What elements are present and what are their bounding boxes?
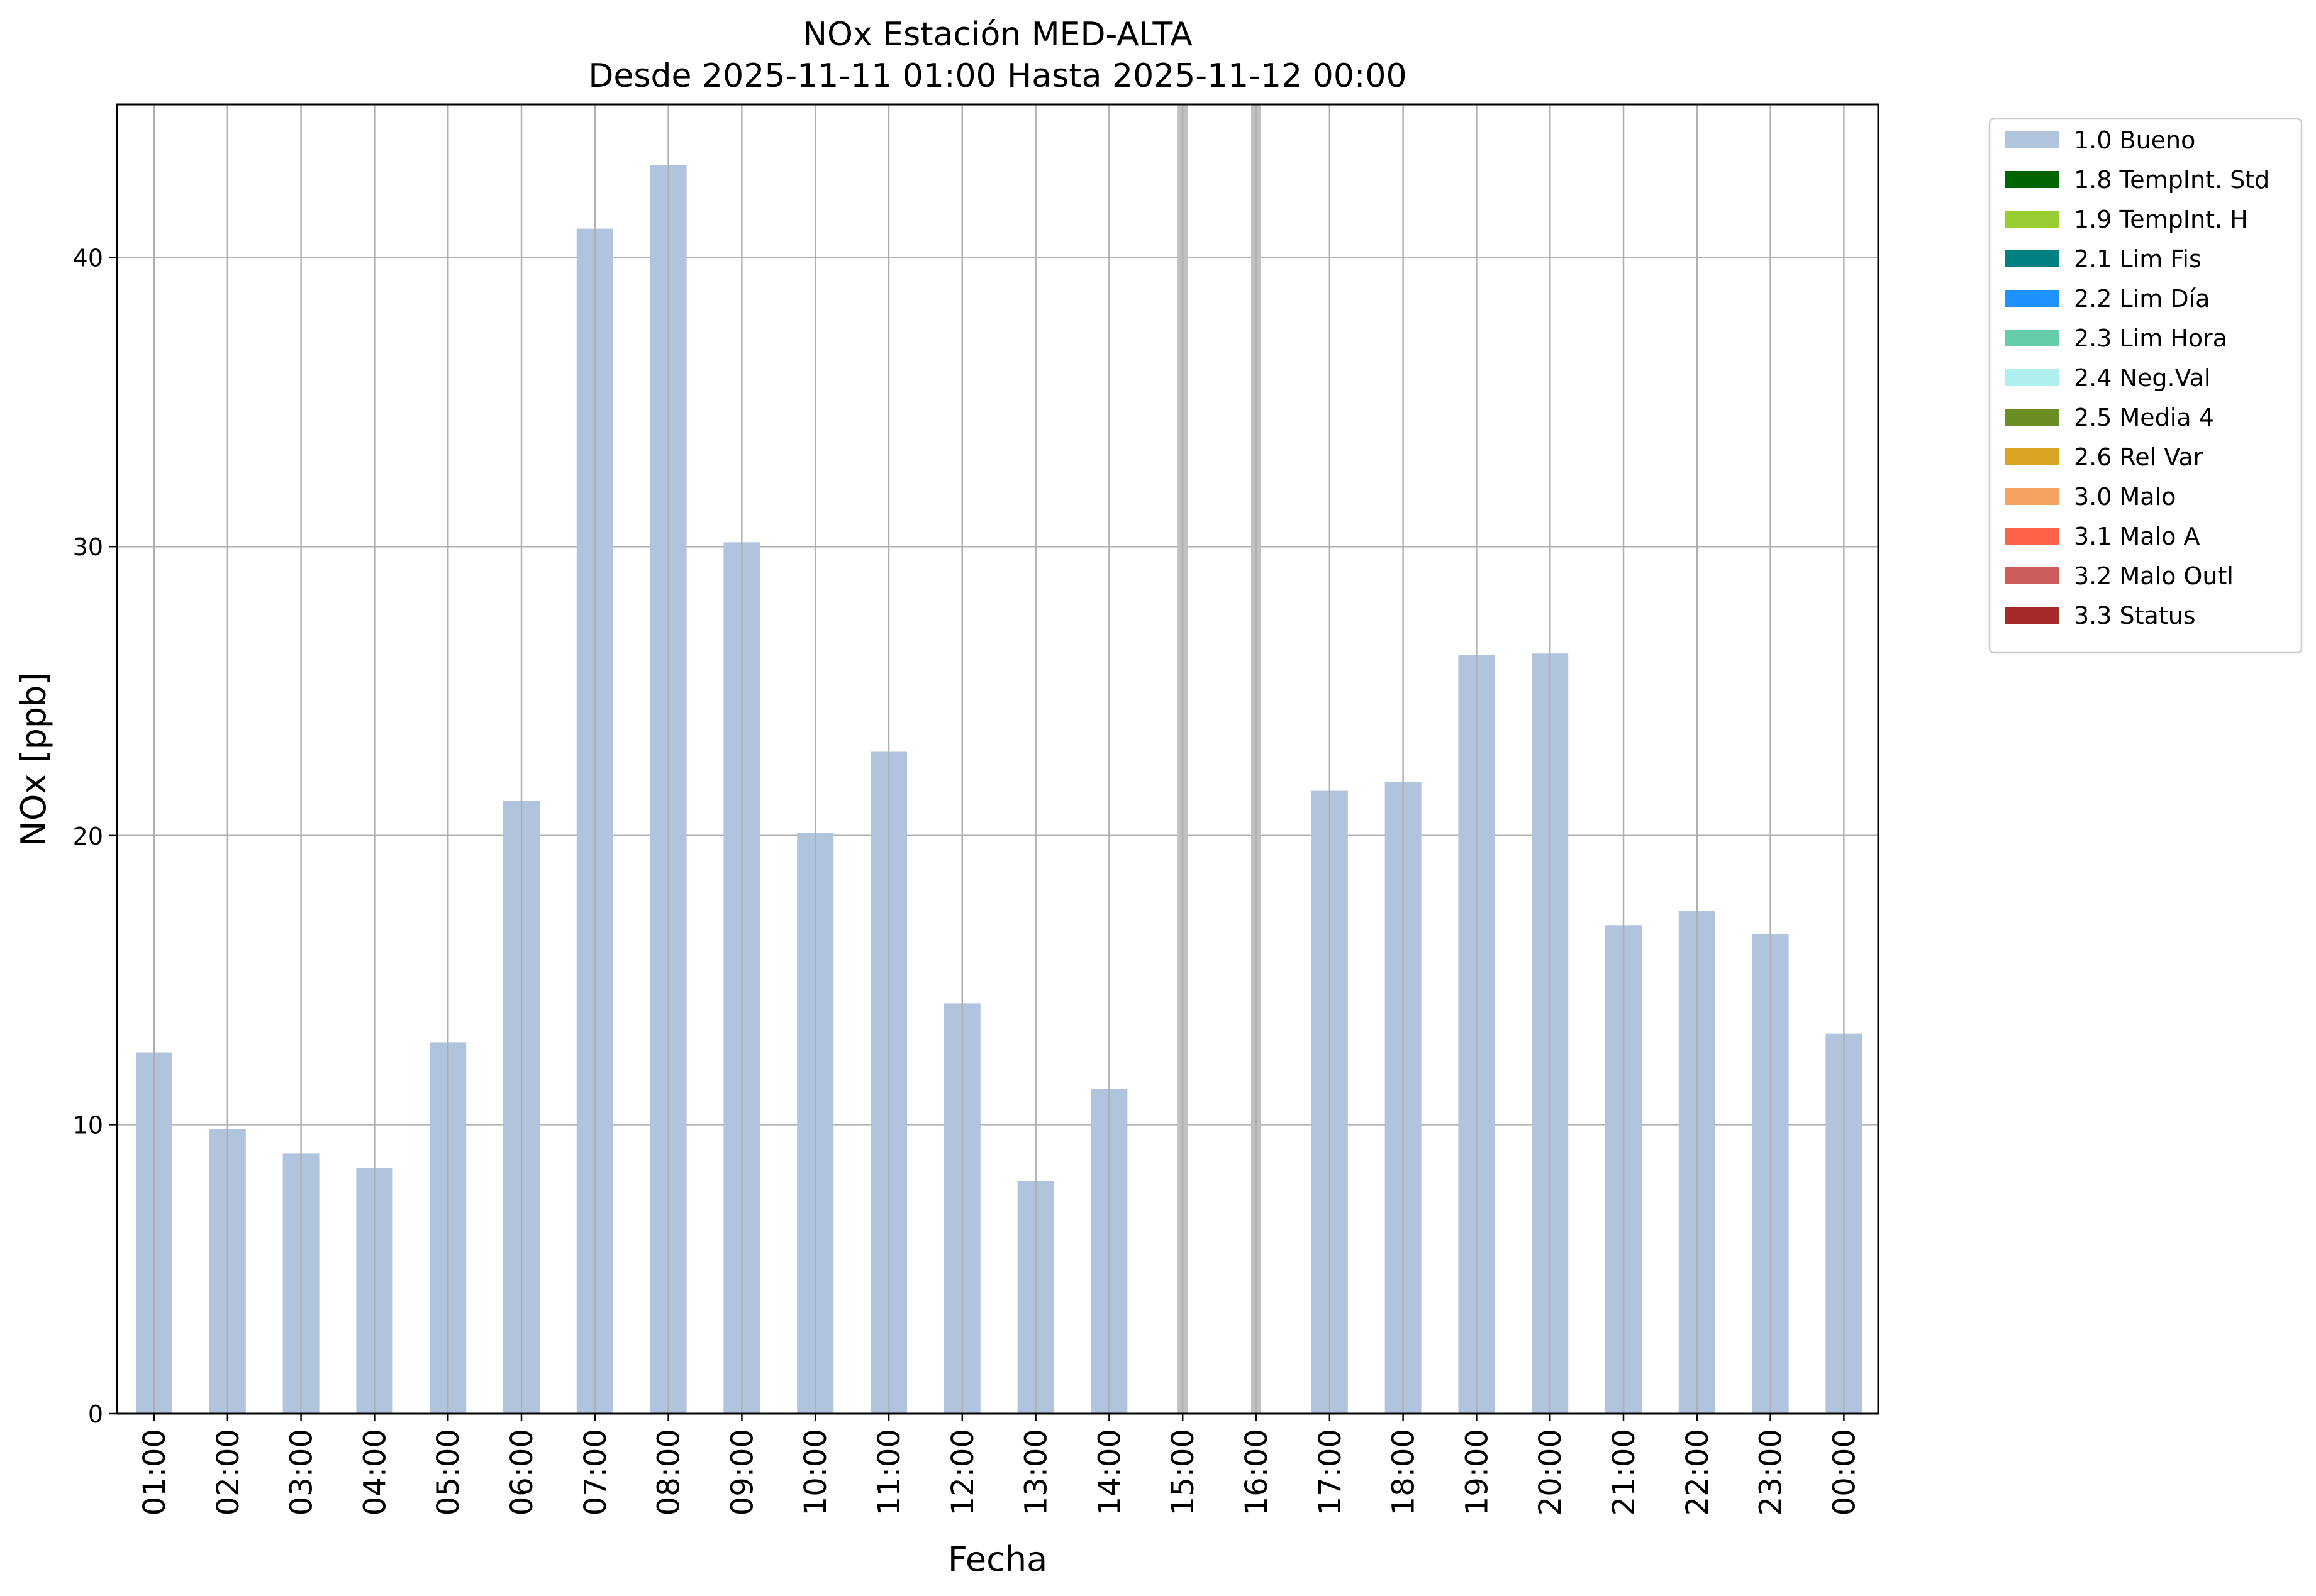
x-tick-label: 17:00	[1313, 1429, 1348, 1516]
legend-label: 2.4 Neg.Val	[2074, 364, 2210, 392]
legend-frame	[1988, 118, 2303, 654]
legend-swatch	[2005, 528, 2059, 545]
y-tick-label: 30	[73, 533, 103, 561]
chart-title-line-2: Desde 2025-11-11 01:00 Hasta 2025-11-12 …	[588, 57, 1406, 95]
legend-swatch	[2005, 211, 2059, 228]
x-tick-label: 01:00	[137, 1429, 172, 1516]
y-axis-label: NOx [ppb]	[14, 672, 53, 846]
legend-swatch	[2005, 250, 2059, 267]
x-tick-label: 07:00	[578, 1429, 613, 1516]
bars	[136, 104, 1862, 1414]
chart-title-line-1: NOx Estación MED-ALTA	[803, 16, 1193, 53]
x-tick-label: 15:00	[1166, 1429, 1201, 1516]
legend-swatch	[2005, 369, 2059, 386]
x-axis-ticks: 01:00 02:00 03:00 04:00 05:00 06:00 07:00 08:00…	[137, 1414, 1862, 1516]
x-tick-label: 23:00	[1754, 1429, 1789, 1516]
y-tick-label: 0	[88, 1400, 103, 1428]
y-tick-label: 10	[73, 1111, 103, 1139]
x-tick-label: 20:00	[1533, 1429, 1568, 1516]
x-axis-label: Fecha	[948, 1539, 1047, 1579]
x-tick-label: 21:00	[1606, 1429, 1642, 1516]
x-tick-label: 14:00	[1092, 1429, 1127, 1516]
x-tick-label: 22:00	[1680, 1429, 1715, 1516]
legend: 1.0 Bueno 1.8 TempInt. Std 1.9 TempInt. H 2…	[1988, 118, 2303, 654]
x-tick-label: 10:00	[798, 1429, 833, 1516]
legend-swatch	[2005, 488, 2059, 505]
legend-label: 3.0 Malo	[2074, 483, 2176, 511]
vertical-grid-lines	[153, 104, 1845, 1414]
legend-swatch	[2005, 290, 2059, 307]
x-tick-label: 16:00	[1239, 1429, 1274, 1516]
y-tick-label: 20	[73, 823, 103, 850]
x-tick-label: 19:00	[1459, 1429, 1495, 1516]
legend-label: 2.3 Lim Hora	[2074, 324, 2227, 352]
legend-swatch	[2005, 171, 2059, 188]
x-tick-label: 02:00	[211, 1429, 246, 1516]
legend-swatch	[2005, 409, 2059, 426]
legend-label: 3.2 Malo Outl	[2074, 562, 2234, 590]
x-tick-label: 09:00	[725, 1429, 760, 1516]
x-tick-label: 11:00	[872, 1429, 907, 1516]
x-tick-label: 06:00	[504, 1429, 540, 1516]
legend-swatch	[2005, 448, 2059, 465]
legend-label: 1.9 TempInt. H	[2074, 206, 2248, 233]
legend-swatch	[2005, 567, 2059, 584]
legend-label: 2.2 Lim Día	[2074, 285, 2210, 313]
legend-label: 1.8 TempInt. Std	[2074, 166, 2269, 194]
x-tick-label: 00:00	[1827, 1429, 1862, 1516]
x-tick-label: 03:00	[284, 1429, 320, 1516]
x-tick-label: 08:00	[652, 1429, 687, 1516]
legend-label: 2.6 Rel Var	[2074, 443, 2203, 471]
plot-frame	[116, 103, 1879, 1415]
x-tick-label: 05:00	[431, 1429, 466, 1516]
legend-swatch	[2005, 131, 2059, 148]
legend-swatch	[2005, 330, 2059, 346]
legend-label: 3.1 Malo A	[2074, 523, 2200, 550]
x-tick-label: 18:00	[1386, 1429, 1422, 1516]
legend-label: 1.0 Bueno	[2074, 126, 2195, 154]
legend-label: 2.5 Media 4	[2074, 404, 2214, 431]
x-tick-label: 13:00	[1019, 1429, 1054, 1516]
x-tick-label: 04:00	[357, 1429, 392, 1516]
y-axis-ticks: 0 10 20 30 40	[73, 245, 117, 1428]
y-tick-label: 40	[73, 245, 103, 272]
legend-swatch	[2005, 607, 2059, 624]
legend-label: 2.1 Lim Fis	[2074, 245, 2202, 273]
legend-label: 3.3 Status	[2074, 602, 2196, 629]
x-tick-label: 12:00	[945, 1429, 981, 1516]
